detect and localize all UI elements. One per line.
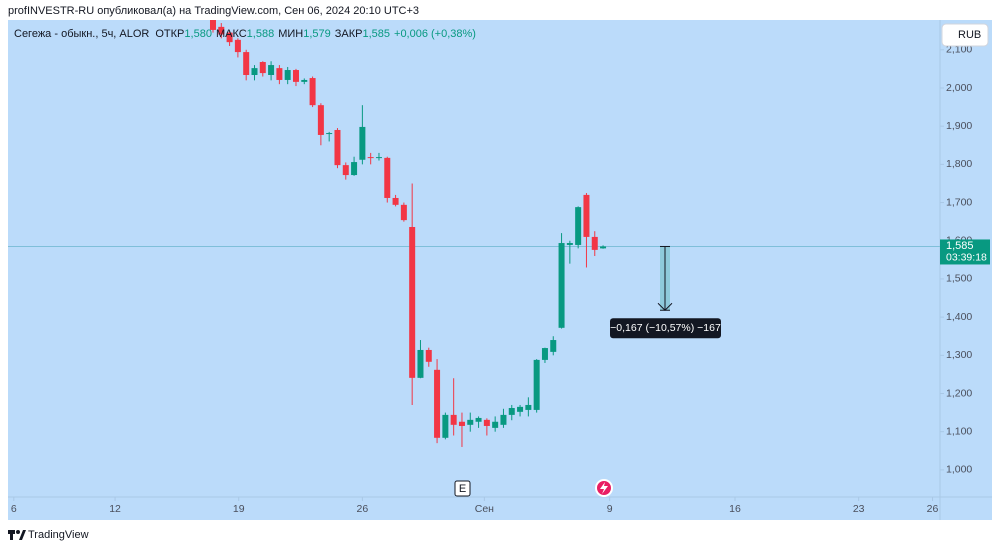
- y-tick-label: 1,200: [946, 387, 972, 399]
- candle-body: [475, 417, 482, 422]
- lightning-glyph: [600, 482, 608, 494]
- candle-body: [425, 349, 432, 362]
- candle-body: [351, 162, 358, 176]
- candle-body: [309, 78, 316, 106]
- candle-body: [251, 68, 258, 75]
- x-tick-label: 9: [607, 503, 613, 515]
- candle-body: [359, 126, 366, 160]
- candle-body: [292, 70, 299, 82]
- candle-body: [375, 157, 382, 159]
- y-tick-label: 1,500: [946, 273, 972, 285]
- x-tick-label: 12: [109, 503, 121, 515]
- legend-label: МАКС: [216, 28, 247, 40]
- chart-title: profINVESTR-RU опубликовал(а) на Trading…: [8, 5, 419, 17]
- y-tick-label: 1,100: [946, 425, 972, 437]
- candle-body: [417, 349, 424, 378]
- legend-value: 1,588: [247, 28, 275, 40]
- candle-body: [218, 26, 225, 35]
- candle-body: [326, 133, 333, 135]
- last-price-box: [940, 239, 990, 265]
- candle-body: [384, 157, 391, 198]
- currency[interactable]: RUB: [958, 29, 981, 41]
- candle-body: [591, 236, 598, 250]
- symbol-legend: Сегежа - обыкн., 5ч, ALOR ОТКР1,580 МАКС1,…: [14, 28, 476, 40]
- candle-body: [434, 369, 441, 438]
- y-tick-label: 1,900: [946, 120, 972, 132]
- candle-body: [558, 243, 565, 328]
- candle-body: [234, 39, 241, 53]
- candle-body: [575, 207, 582, 245]
- candle-body: [301, 79, 308, 82]
- candle-body: [392, 197, 399, 205]
- candle-body: [284, 70, 291, 80]
- x-tick-label: 19: [233, 503, 245, 515]
- y-tick-label: 1,400: [946, 311, 972, 323]
- candle-body: [508, 408, 515, 415]
- candle-body: [458, 421, 465, 426]
- candle-body: [483, 419, 490, 426]
- candle-body: [550, 340, 557, 352]
- x-tick-label: 16: [729, 503, 741, 515]
- y-tick-label: 2,000: [946, 82, 972, 94]
- legend-change: +0,006 (+0,38%): [394, 28, 476, 40]
- countdown: 03:39:18: [946, 251, 987, 263]
- x-tick-label: 23: [853, 503, 865, 515]
- currency-box[interactable]: [941, 23, 989, 47]
- legend-label: ОТКР: [155, 28, 184, 40]
- candle-body: [533, 359, 540, 410]
- y-tick-label: 1,700: [946, 196, 972, 208]
- legend-label: МИН: [278, 28, 303, 40]
- candle-body: [317, 105, 324, 135]
- plot: 1,0001,1001,2001,3001,4001,5001,6001,700…: [8, 20, 990, 515]
- candle-body: [467, 419, 474, 425]
- event-marker[interactable]: E: [459, 483, 466, 495]
- candle-body: [409, 226, 416, 378]
- candle-body: [259, 62, 266, 74]
- candle-body: [334, 129, 341, 166]
- x-tick-label: 26: [927, 503, 939, 515]
- y-tick-label: 1,800: [946, 158, 972, 170]
- x-tick-label: 6: [11, 503, 17, 515]
- candle-body: [583, 194, 590, 237]
- candle-body: [209, 20, 216, 30]
- candle-body: [268, 65, 275, 75]
- candle-body: [517, 406, 524, 412]
- y-tick-label: 2,100: [946, 44, 972, 56]
- legend-label: ЗАКР: [335, 28, 363, 40]
- y-tick-label: 1,300: [946, 349, 972, 361]
- x-tick-label: Сен: [475, 503, 494, 515]
- chart-bg: [8, 20, 992, 520]
- candle-body: [243, 52, 250, 75]
- legend-value: 1,585: [362, 28, 390, 40]
- measure-label: −0,167 (−10,57%) −167: [610, 322, 721, 334]
- symbol: Сегежа - обыкн., 5ч, ALOR: [14, 28, 149, 40]
- candle-body: [566, 243, 573, 245]
- x-tick-label: 26: [357, 503, 369, 515]
- candle-body: [342, 165, 349, 176]
- candle-body: [226, 32, 233, 43]
- y-tick-label: 1,000: [946, 464, 972, 476]
- candle-body: [400, 204, 407, 221]
- candle-body: [367, 157, 374, 159]
- brand: TradingView: [28, 529, 89, 541]
- event-marker-box[interactable]: [454, 480, 471, 497]
- candle-body: [525, 404, 532, 410]
- legend-value: 1,579: [303, 28, 331, 40]
- last-price-label: 1,585: [946, 240, 974, 252]
- brand-logo: [8, 530, 26, 540]
- candle-body: [600, 246, 607, 249]
- candle-body: [276, 68, 283, 80]
- candle-body: [450, 414, 457, 425]
- measure-label-box: [610, 318, 721, 339]
- candle-body: [492, 421, 499, 428]
- candle-body: [500, 414, 507, 425]
- candle-body: [541, 348, 548, 360]
- candle-body: [442, 414, 449, 438]
- legend-value: 1,580: [184, 28, 212, 40]
